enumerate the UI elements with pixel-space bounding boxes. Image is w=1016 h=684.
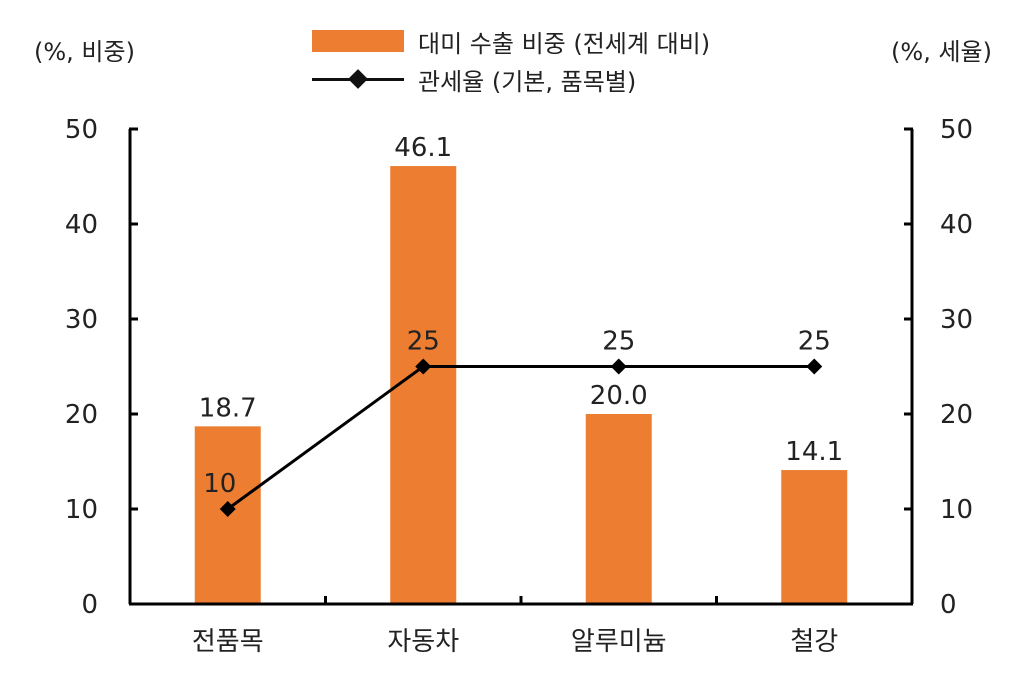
line-point — [415, 358, 432, 375]
bar-data-label: 18.7 — [199, 393, 257, 423]
bar-data-label: 46.1 — [394, 133, 452, 163]
x-tick-label: 철강 — [790, 627, 838, 657]
line-data-label: 10 — [203, 469, 236, 499]
bar-data-label: 20.0 — [590, 381, 648, 411]
y-axis-left-title: (%, 비중) — [34, 38, 135, 66]
y-tick-label-left: 20 — [65, 400, 98, 430]
line-point — [219, 501, 236, 517]
legend-item-line: 관세율 (기본, 품목별) — [312, 60, 710, 98]
line-point — [610, 358, 627, 375]
line-series — [226, 365, 815, 511]
chart-legend: 대미 수출 비중 (전세계 대비) 관세율 (기본, 품목별) — [312, 22, 710, 98]
legend-bar-swatch — [312, 30, 404, 52]
x-tick-label: 전품목 — [192, 627, 264, 657]
y-tick-label-right: 20 — [940, 400, 973, 430]
y-tick-label-right: 30 — [940, 305, 973, 335]
y-tick-label-right: 10 — [940, 495, 973, 525]
line-data-label: 25 — [798, 327, 831, 357]
bar — [585, 414, 652, 604]
bar — [781, 470, 848, 604]
line-data-label: 25 — [407, 327, 440, 357]
line-point — [806, 358, 823, 375]
legend-line-swatch — [312, 68, 404, 90]
y-tick-label-left: 10 — [65, 495, 98, 525]
y-tick-label-right: 50 — [940, 115, 973, 145]
bar-data-label: 14.1 — [785, 437, 843, 467]
line-data-label: 25 — [602, 327, 635, 357]
y-tick-label-left: 30 — [65, 305, 98, 335]
legend-line-label: 관세율 (기본, 품목별) — [418, 67, 637, 96]
legend-item-bar: 대미 수출 비중 (전세계 대비) — [312, 22, 710, 60]
x-tick-label: 자동차 — [387, 627, 459, 657]
bar — [390, 166, 457, 605]
legend-bar-label: 대미 수출 비중 (전세계 대비) — [418, 29, 711, 58]
y-tick-label-right: 0 — [940, 590, 957, 620]
y-tick-label-left: 0 — [81, 590, 98, 620]
y-tick-label-right: 40 — [940, 210, 973, 240]
y-tick-label-left: 50 — [65, 115, 98, 145]
x-tick-label: 알루미늄 — [571, 627, 667, 657]
y-axis-right-title: (%, 세율) — [891, 38, 992, 66]
y-tick-label-left: 40 — [65, 210, 98, 240]
